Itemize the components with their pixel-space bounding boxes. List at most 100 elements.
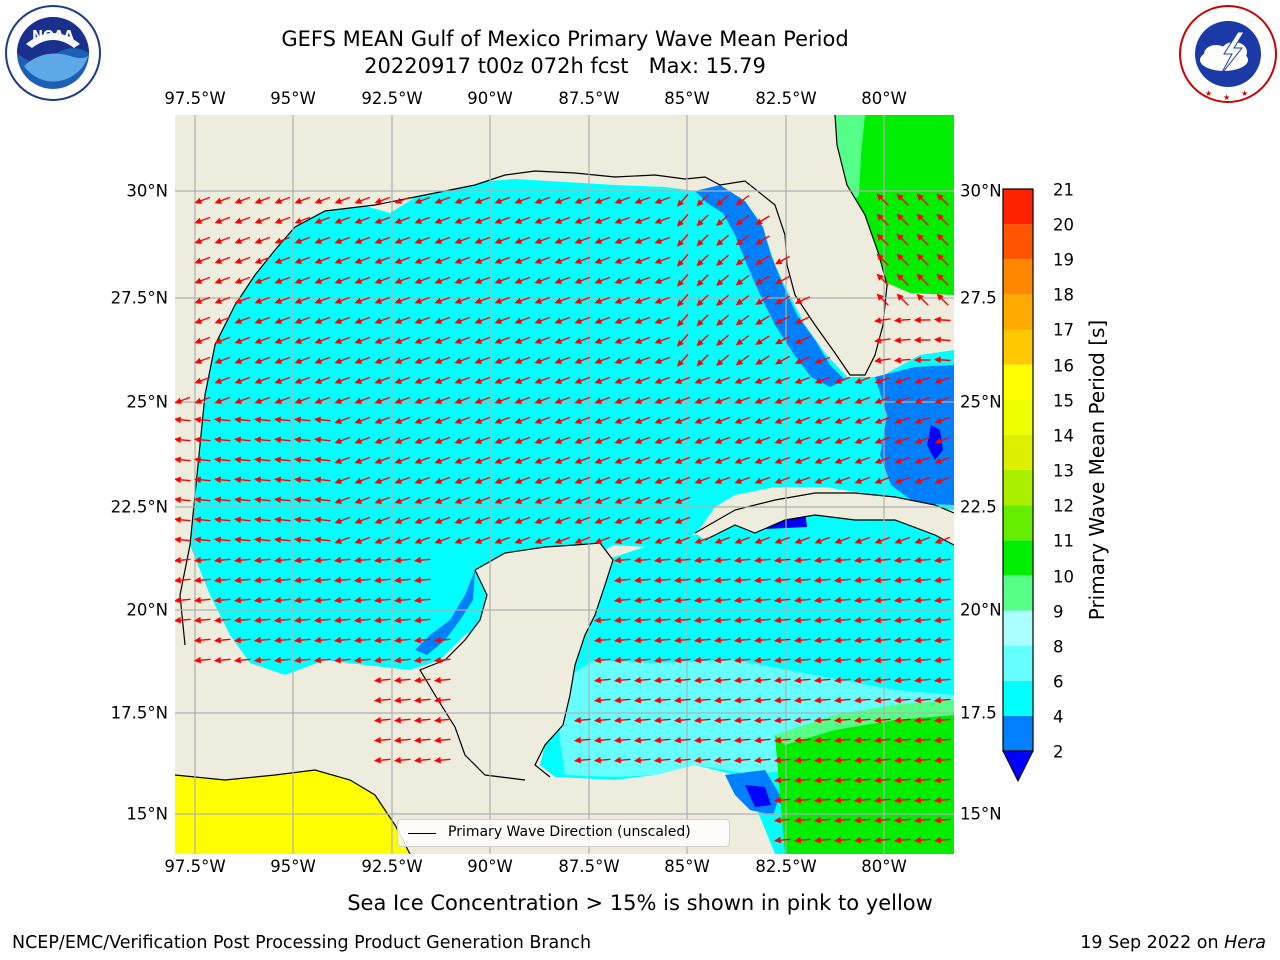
wave-arrow-head bbox=[876, 273, 884, 281]
wave-arrow-head bbox=[213, 656, 221, 664]
wave-arrow-head bbox=[194, 217, 202, 224]
wave-arrow-head bbox=[613, 656, 621, 664]
wave-arrow-head bbox=[714, 397, 722, 404]
wave-arrow-head bbox=[274, 197, 282, 204]
lon-label-top: 90°W bbox=[467, 89, 513, 108]
wave-arrow-head bbox=[574, 537, 582, 544]
wave-arrow-head bbox=[734, 377, 742, 384]
wave-arrow-head bbox=[593, 676, 601, 684]
wave-arrow-head bbox=[194, 357, 202, 364]
wave-arrow-head bbox=[374, 217, 382, 224]
wave-arrow-head bbox=[693, 756, 701, 764]
wave-arrow-head bbox=[654, 197, 662, 204]
wave-arrow-head bbox=[293, 596, 301, 604]
lat-label-left: 17.5°N bbox=[110, 703, 168, 723]
wave-arrow-head bbox=[393, 696, 401, 704]
wave-arrow-head bbox=[673, 656, 681, 664]
wave-arrow-head bbox=[333, 616, 341, 624]
wave-arrow-head bbox=[653, 696, 661, 704]
wave-arrow-head bbox=[896, 253, 904, 261]
wave-arrow-head bbox=[353, 576, 361, 584]
wave-arrow-head bbox=[354, 477, 362, 484]
wave-arrow-head bbox=[574, 477, 582, 484]
wave-arrow-head bbox=[673, 676, 681, 684]
wave-arrow-head bbox=[936, 213, 944, 221]
wave-arrow-head bbox=[234, 237, 242, 244]
wave-arrow-head bbox=[474, 417, 482, 424]
wave-arrow-head bbox=[853, 736, 861, 744]
wave-arrow-head bbox=[514, 517, 522, 524]
wave-arrow-head bbox=[653, 736, 661, 744]
wave-arrow-head bbox=[674, 517, 682, 524]
wave-arrow-head bbox=[853, 816, 861, 824]
wave-arrow-head bbox=[414, 377, 422, 384]
wave-arrow-head bbox=[654, 497, 662, 504]
wave-arrow-head bbox=[454, 197, 462, 204]
wave-arrow-head bbox=[753, 616, 761, 624]
wave-arrow-head bbox=[713, 736, 721, 744]
wave-arrow-head bbox=[853, 556, 861, 564]
wave-arrow-head bbox=[313, 416, 321, 424]
noaa-logo-text: NOAA bbox=[32, 29, 74, 44]
wave-arrow-head bbox=[793, 736, 801, 744]
wave-arrow-head bbox=[554, 497, 562, 504]
colorbar-under-triangle bbox=[1002, 750, 1034, 783]
wave-arrow-head bbox=[193, 596, 201, 604]
wave-arrow-head bbox=[554, 237, 562, 244]
wave-arrow-head bbox=[893, 336, 902, 344]
wave-arrow-head bbox=[394, 437, 402, 444]
wave-arrow-head bbox=[433, 736, 441, 744]
wave-arrow-head bbox=[334, 237, 342, 244]
wave-arrow-head bbox=[194, 197, 202, 204]
wave-arrow-head bbox=[474, 357, 482, 364]
wave-arrow-head bbox=[774, 437, 782, 444]
wave-arrow-head bbox=[676, 339, 684, 347]
wave-arrow-head bbox=[314, 397, 322, 404]
wave-arrow-head bbox=[634, 237, 642, 244]
wave-arrow-head bbox=[233, 656, 241, 664]
wave-arrow-head bbox=[374, 257, 382, 264]
wave-arrow-head bbox=[936, 233, 944, 241]
wave-arrow-head bbox=[713, 636, 721, 644]
wave-arrow-head bbox=[735, 318, 744, 326]
wave-arrow-head bbox=[634, 217, 642, 224]
wave-arrow-head bbox=[634, 417, 642, 424]
wave-arrow-head bbox=[814, 437, 822, 444]
wave-arrow-head bbox=[913, 676, 921, 684]
wave-arrow-head bbox=[434, 217, 442, 224]
wave-arrow-head bbox=[673, 756, 681, 764]
wave-arrow-head bbox=[874, 437, 882, 444]
wave-arrow-head bbox=[594, 277, 602, 284]
wave-arrow-head bbox=[876, 253, 884, 261]
wave-arrow-head bbox=[175, 536, 181, 544]
wave-arrow-head bbox=[254, 297, 262, 304]
wave-arrow-head bbox=[634, 337, 642, 344]
wave-arrow-head bbox=[394, 297, 402, 304]
wave-arrow-head bbox=[813, 656, 821, 664]
wave-arrow-head bbox=[894, 537, 902, 544]
wave-arrow-head bbox=[213, 476, 221, 484]
svg-text:★: ★ bbox=[1205, 89, 1212, 98]
wave-arrow-head bbox=[913, 576, 921, 584]
wave-arrow-head bbox=[494, 497, 502, 504]
wave-arrow-head bbox=[693, 576, 701, 584]
wave-arrow-head bbox=[934, 537, 942, 544]
lon-label-bottom: 85°W bbox=[664, 857, 710, 876]
colorbar-band bbox=[1003, 540, 1033, 576]
wave-arrow-head bbox=[574, 297, 582, 304]
lat-label-left: 25°N bbox=[126, 392, 168, 412]
wave-arrow-head bbox=[896, 273, 904, 281]
colorbar-tick: 4 bbox=[1053, 707, 1064, 727]
wave-arrow-head bbox=[554, 537, 562, 544]
wave-arrow-head bbox=[353, 656, 361, 664]
wave-arrow-head bbox=[673, 596, 681, 604]
wave-arrow-head bbox=[654, 377, 662, 384]
wave-arrow-head bbox=[554, 197, 562, 204]
wave-arrow-head bbox=[293, 576, 301, 584]
wave-arrow-head bbox=[414, 337, 422, 344]
wave-arrow-head bbox=[175, 496, 181, 504]
wave-arrow-head bbox=[273, 536, 281, 544]
wave-arrow-head bbox=[735, 198, 744, 206]
wave-arrow-head bbox=[773, 596, 781, 604]
wave-arrow-head bbox=[733, 636, 741, 644]
